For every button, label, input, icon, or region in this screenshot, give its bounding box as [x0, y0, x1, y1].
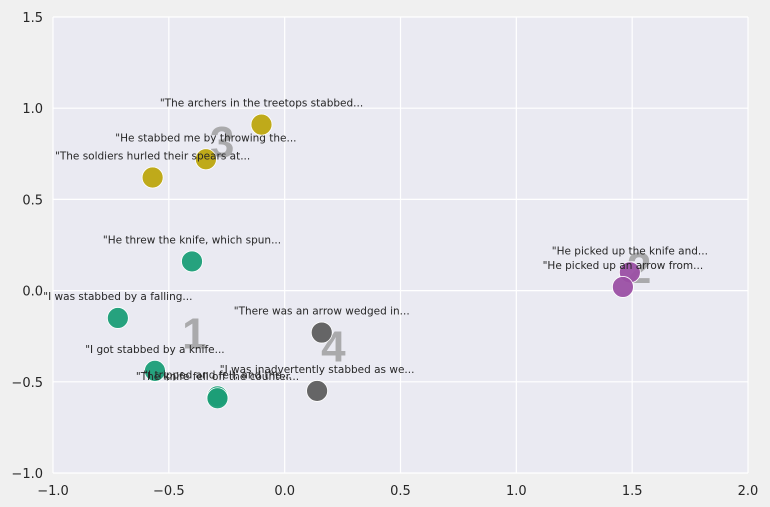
y-tick-label: −0.5	[11, 376, 43, 391]
y-tick-label: 0.0	[22, 285, 43, 300]
x-tick-label: 1.0	[506, 484, 527, 499]
x-tick-label: 1.5	[622, 484, 643, 499]
point-label: "The soldiers hurled their spears at...	[55, 151, 250, 163]
scatter-point	[106, 307, 129, 329]
scatter-point	[250, 113, 273, 136]
scatter-point	[181, 250, 203, 273]
x-tick-label: −0.5	[153, 484, 185, 499]
point-label: "I tripped and fell, and the...	[143, 369, 292, 381]
data-points	[106, 113, 641, 410]
y-tick-label: 1.5	[22, 11, 43, 26]
scatter-point	[141, 166, 164, 189]
y-axis: −1.0 −0.5 0.0 0.5 1.0 1.5	[11, 11, 43, 482]
point-label: "He threw the knife, which spun...	[103, 234, 281, 246]
x-tick-label: 0.0	[274, 484, 295, 499]
y-tick-label: 0.5	[22, 193, 43, 208]
x-tick-label: −1.0	[37, 484, 69, 499]
point-label: "I was inadvertently stabbed as we...	[220, 364, 415, 376]
point-label: "There was an arrow wedged in...	[234, 306, 410, 318]
x-tick-label: 2.0	[738, 484, 759, 499]
point-label: "I was stabbed by a falling...	[43, 291, 192, 303]
point-label: "I got stabbed by a knife...	[85, 344, 224, 356]
scatter-point	[612, 276, 634, 298]
scatter-point	[194, 148, 217, 171]
point-label: "The knife fell off the counter...	[136, 371, 299, 383]
x-tick-label: 0.5	[390, 484, 411, 499]
y-tick-label: −1.0	[11, 467, 43, 482]
point-labels: "He threw the knife, which spun... "I was…	[43, 98, 708, 384]
scatter-point	[144, 359, 166, 382]
point-label: "He picked up an arrow from...	[543, 260, 704, 272]
point-label: "He stabbed me by throwing the...	[115, 132, 296, 144]
point-label: "The archers in the treetops stabbed...	[160, 98, 363, 110]
point-label: "He picked up the knife and...	[552, 245, 708, 257]
y-tick-label: 1.0	[22, 102, 43, 117]
scatter-point	[306, 380, 329, 402]
scatter-point	[310, 321, 333, 344]
x-axis: −1.0 −0.5 0.0 0.5 1.0 1.5 2.0	[37, 484, 758, 499]
cluster-number-label: 1	[182, 310, 206, 359]
scatter-point	[206, 387, 229, 410]
